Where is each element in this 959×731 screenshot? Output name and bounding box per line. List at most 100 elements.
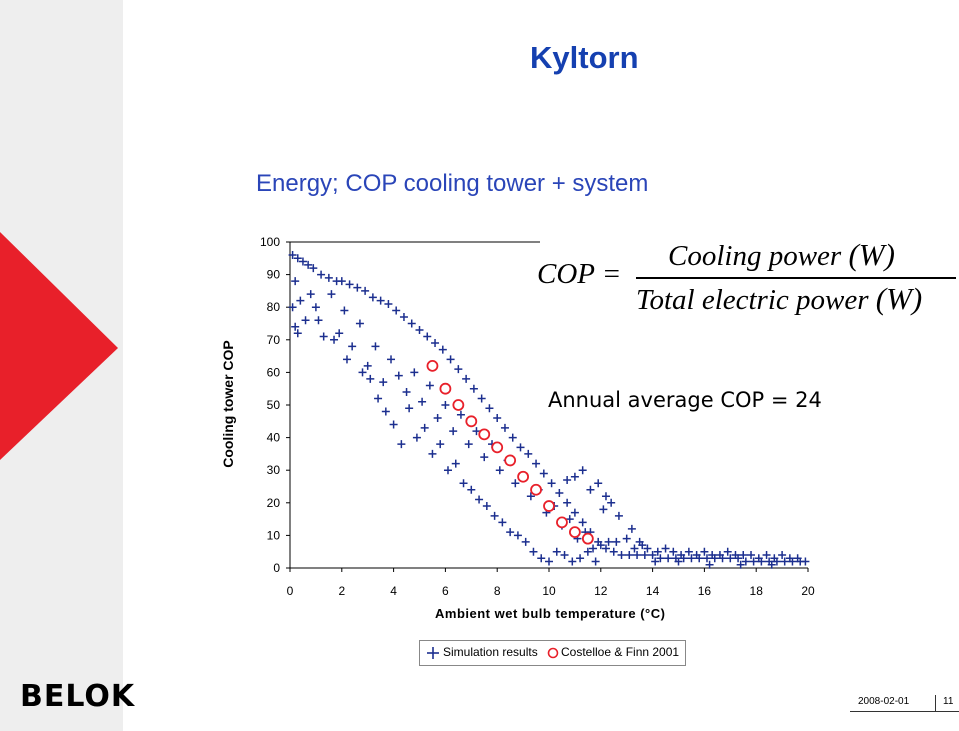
simulation-point: [407, 319, 416, 328]
simulation-point: [537, 554, 546, 563]
formula-numerator-unit: (W): [848, 237, 895, 272]
simulation-point: [423, 332, 432, 341]
simulation-point: [394, 371, 403, 380]
legend-plus-icon: [427, 647, 439, 659]
simulation-point: [521, 537, 530, 546]
chart-x-axis-label: Ambient wet bulb temperature (°C): [435, 606, 666, 621]
simulation-point: [335, 329, 344, 338]
simulation-point: [304, 260, 313, 269]
y-tick-label: 40: [267, 431, 281, 445]
red-triangle-decor: [0, 232, 118, 460]
simulation-point: [563, 475, 572, 484]
simulation-point: [456, 410, 465, 419]
simulation-point: [464, 440, 473, 449]
simulation-point: [482, 502, 491, 511]
annual-average-annotation: Annual average COP = 24: [548, 388, 822, 412]
x-tick-label: 6: [442, 584, 449, 598]
simulation-point: [524, 449, 533, 458]
simulation-point: [381, 407, 390, 416]
simulation-point: [389, 420, 398, 429]
x-tick-label: 20: [801, 584, 815, 598]
y-tick-label: 70: [267, 333, 281, 347]
simulation-point: [443, 466, 452, 475]
simulation-point: [643, 544, 652, 553]
simulation-point: [314, 316, 323, 325]
simulation-point: [490, 511, 499, 520]
simulation-point: [700, 547, 709, 556]
simulation-point: [495, 466, 504, 475]
simulation-point: [793, 554, 802, 563]
simulation-point: [420, 423, 429, 432]
simulation-point: [441, 401, 450, 409]
simulation-point: [596, 541, 605, 550]
simulation-point: [594, 479, 603, 488]
y-tick-label: 20: [267, 496, 281, 510]
simulation-point: [617, 550, 626, 559]
simulation-point: [353, 283, 362, 292]
y-tick-label: 90: [267, 268, 281, 282]
simulation-point: [576, 554, 585, 563]
x-tick-label: 16: [698, 584, 712, 598]
simulation-point: [399, 312, 408, 321]
x-tick-label: 12: [594, 584, 608, 598]
simulation-point: [513, 531, 522, 540]
x-tick-label: 0: [287, 584, 294, 598]
formula-denominator-text: Total electric power: [636, 284, 869, 316]
simulation-point: [739, 550, 748, 559]
simulation-point: [563, 498, 572, 507]
simulation-point: [291, 322, 300, 331]
legend-circle-icon: [547, 647, 559, 659]
simulation-point: [301, 316, 310, 325]
simulation-point: [648, 550, 657, 559]
simulation-point: [451, 459, 460, 468]
simulation-point: [586, 485, 595, 494]
belok-logo: BELOK: [20, 679, 136, 714]
simulation-point: [604, 537, 613, 546]
simulation-point: [337, 277, 346, 286]
footer-date: 2008-02-01: [858, 696, 910, 707]
simulation-point: [425, 381, 434, 390]
simulation-point: [656, 554, 665, 563]
simulation-point: [288, 303, 297, 312]
costelloe-point: [543, 500, 555, 512]
simulation-point: [687, 554, 696, 563]
simulation-point: [684, 547, 693, 556]
simulation-point: [565, 515, 574, 524]
simulation-point: [361, 286, 370, 295]
simulation-point: [625, 550, 634, 559]
simulation-point: [607, 498, 616, 507]
formula-lhs: COP =: [537, 258, 622, 290]
simulation-point: [446, 355, 455, 364]
simulation-point: [418, 397, 427, 406]
simulation-point: [379, 378, 388, 387]
simulation-point: [516, 443, 525, 452]
simulation-point: [609, 547, 618, 556]
simulation-point: [355, 319, 364, 328]
simulation-point: [340, 306, 349, 315]
simulation-point: [493, 414, 502, 423]
simulation-point: [762, 550, 771, 559]
simulation-point: [570, 472, 579, 481]
simulation-point: [415, 326, 424, 335]
simulation-point: [568, 557, 577, 566]
costelloe-point: [465, 415, 478, 428]
simulation-point: [767, 560, 776, 569]
simulation-point: [472, 427, 481, 436]
simulation-point: [431, 339, 440, 348]
simulation-point: [405, 404, 414, 413]
simulation-point: [526, 492, 535, 501]
simulation-point: [511, 479, 520, 488]
simulation-point: [480, 453, 489, 462]
costelloe-point: [504, 454, 517, 467]
simulation-point: [741, 557, 750, 566]
footer-divider-vertical: [935, 695, 936, 711]
simulation-point: [731, 550, 740, 559]
simulation-point: [293, 329, 302, 338]
simulation-point: [428, 449, 437, 458]
y-tick-label: 50: [267, 398, 281, 412]
simulation-point: [622, 534, 631, 543]
simulation-point: [653, 547, 662, 556]
costelloe-point: [556, 516, 568, 529]
simulation-point: [317, 270, 326, 279]
simulation-point: [560, 550, 569, 559]
